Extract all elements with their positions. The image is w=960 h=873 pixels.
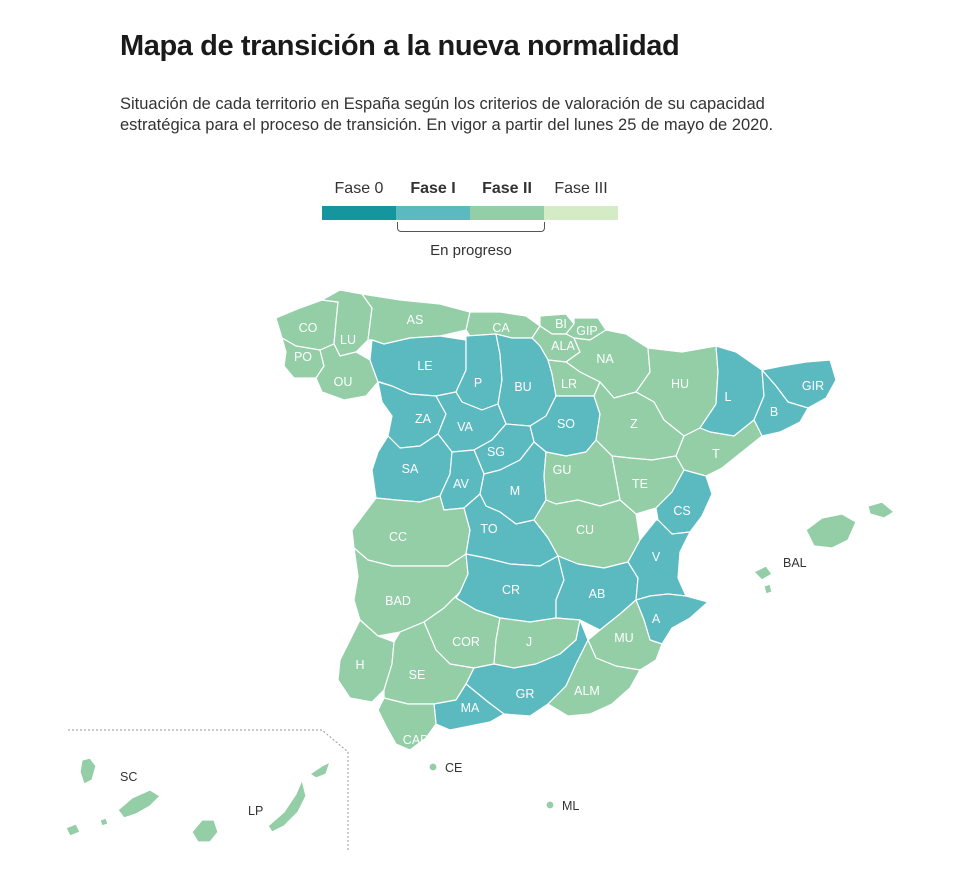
phase-legend: Fase 0 Fase I Fase II Fase III En progre…: [322, 180, 620, 270]
province-B[interactable]: [753, 369, 809, 437]
map-subtitle: Situación de cada territorio en España s…: [120, 95, 774, 134]
label-CR: CR: [502, 583, 520, 597]
province-OU[interactable]: [315, 343, 379, 401]
label-T: T: [712, 447, 720, 461]
label-CAD: CAD: [403, 733, 429, 747]
label-J: J: [526, 635, 532, 649]
label-ALA: ALA: [551, 339, 575, 353]
province-CE[interactable]: [428, 762, 438, 772]
map-title: Mapa de transición a la nueva normalidad: [120, 30, 680, 62]
province-BAL[interactable]: [753, 501, 895, 595]
label-M: M: [510, 484, 520, 498]
label-BAL: BAL: [783, 556, 807, 570]
label-PO: PO: [294, 350, 312, 364]
label-BAD: BAD: [385, 594, 411, 608]
label-GR: GR: [516, 687, 535, 701]
label-SG: SG: [487, 445, 505, 459]
label-LU: LU: [340, 333, 356, 347]
label-MU: MU: [614, 631, 633, 645]
label-GU: GU: [553, 463, 572, 477]
province-ML[interactable]: [545, 800, 555, 810]
label-B: B: [770, 405, 778, 419]
label-BU: BU: [514, 380, 531, 394]
province-H[interactable]: [337, 619, 395, 703]
legend-swatch-fase-3: [544, 206, 618, 220]
label-SA: SA: [402, 462, 419, 476]
province-SC[interactable]: [65, 757, 161, 837]
label-GIP: GIP: [576, 324, 598, 338]
label-L: L: [725, 390, 732, 404]
province-T[interactable]: [675, 419, 763, 477]
label-A: A: [652, 612, 661, 626]
label-CC: CC: [389, 530, 407, 544]
progress-label: En progreso: [430, 242, 512, 259]
province-V[interactable]: [627, 519, 691, 601]
province-ALM[interactable]: [547, 639, 641, 717]
label-CA: CA: [492, 321, 510, 335]
legend-swatch-fase-0: [322, 206, 396, 220]
label-CE: CE: [445, 761, 462, 775]
label-ML: ML: [562, 799, 579, 813]
label-OU: OU: [334, 375, 353, 389]
label-NA: NA: [596, 352, 614, 366]
label-BI: BI: [555, 317, 567, 331]
label-AS: AS: [407, 313, 424, 327]
label-ZA: ZA: [415, 412, 432, 426]
label-SO: SO: [557, 417, 575, 431]
label-LE: LE: [417, 359, 432, 373]
label-Z: Z: [630, 417, 638, 431]
label-H: H: [355, 658, 364, 672]
legend-swatch-fase-1: [396, 206, 470, 220]
label-GIR: GIR: [802, 379, 824, 393]
label-V: V: [652, 550, 661, 564]
legend-label-fase-1: Fase I: [410, 180, 456, 197]
label-TE: TE: [632, 477, 648, 491]
label-P: P: [474, 376, 482, 390]
legend-label-fase-3: Fase III: [554, 180, 608, 197]
label-HU: HU: [671, 377, 689, 391]
label-LP: LP: [248, 804, 263, 818]
legend-swatch-fase-2: [470, 206, 544, 220]
label-LR: LR: [561, 377, 577, 391]
legend-label-fase-2: Fase II: [482, 180, 532, 197]
label-SE: SE: [409, 668, 426, 682]
progress-bracket: [397, 222, 545, 232]
label-TO: TO: [480, 522, 497, 536]
label-CS: CS: [673, 504, 690, 518]
label-COR: COR: [452, 635, 480, 649]
label-CU: CU: [576, 523, 594, 537]
label-ALM: ALM: [574, 684, 600, 698]
label-MA: MA: [461, 701, 480, 715]
province-CAD[interactable]: [377, 697, 437, 751]
label-SC: SC: [120, 770, 137, 784]
province-CS[interactable]: [655, 469, 713, 535]
label-VA: VA: [457, 420, 473, 434]
legend-label-fase-0: Fase 0: [334, 180, 384, 197]
label-AV: AV: [453, 477, 469, 491]
province-LP[interactable]: [191, 761, 331, 843]
label-CO: CO: [299, 321, 318, 335]
label-AB: AB: [589, 587, 606, 601]
